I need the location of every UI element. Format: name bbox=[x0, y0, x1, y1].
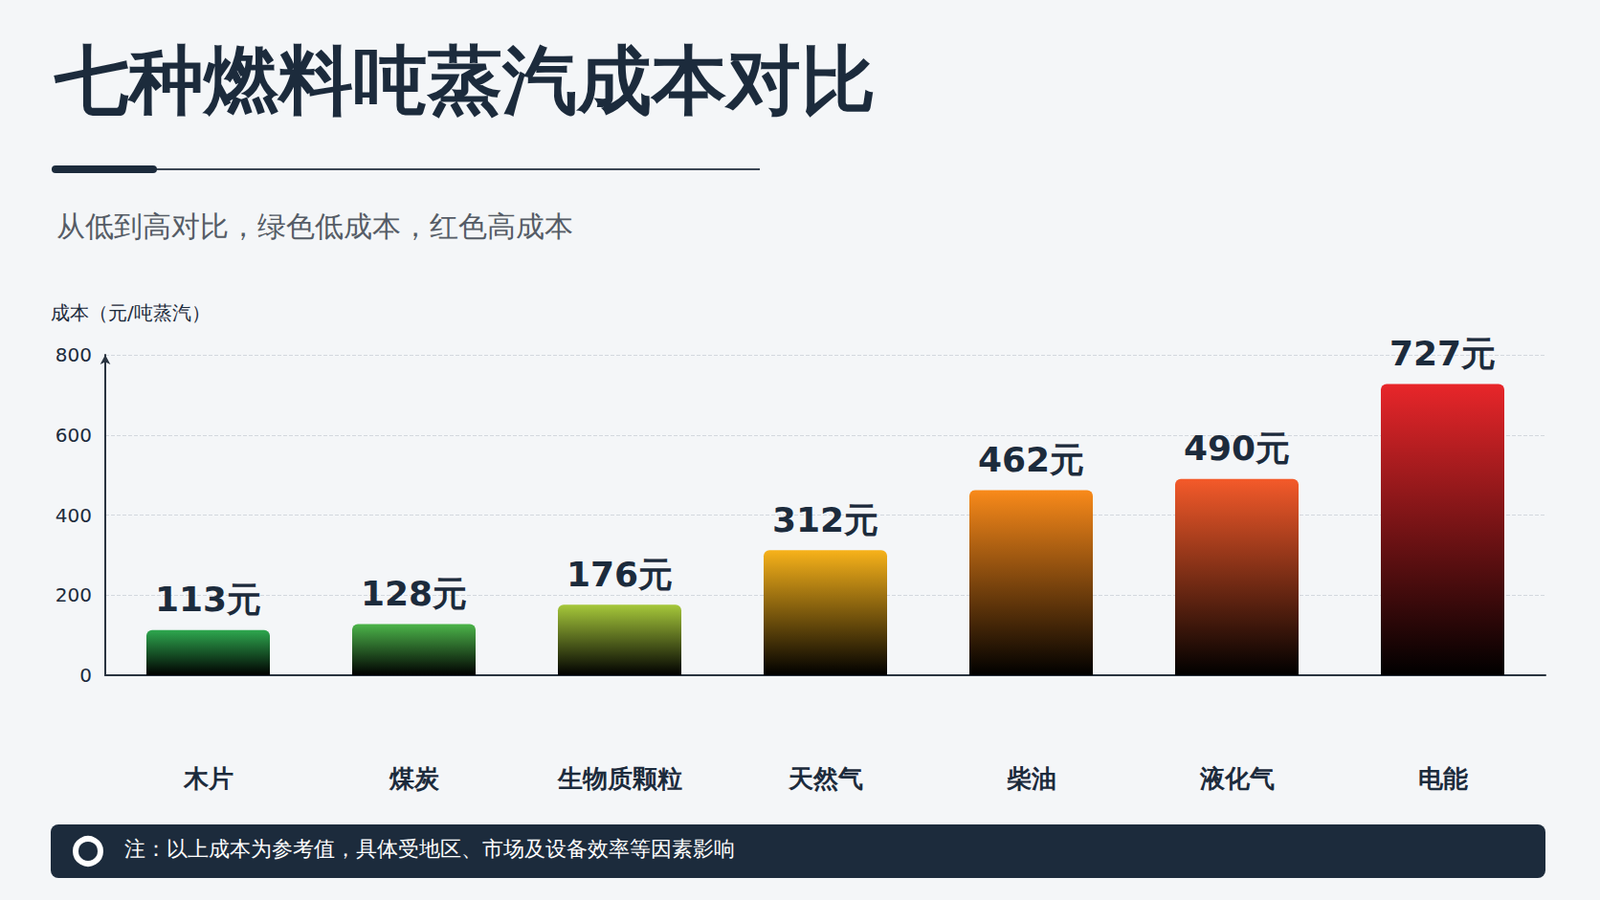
svg-text:600: 600 bbox=[55, 423, 92, 447]
svg-text:木片: 木片 bbox=[182, 764, 234, 794]
svg-text:注：以上成本为参考值，具体受地区、市场及设备效率等因素影响: 注：以上成本为参考值，具体受地区、市场及设备效率等因素影响 bbox=[124, 837, 735, 862]
svg-text:生物质颗粒: 生物质颗粒 bbox=[556, 764, 683, 794]
svg-text:从低到高对比，绿色低成本，红色高成本: 从低到高对比，绿色低成本，红色高成本 bbox=[56, 209, 574, 244]
svg-text:128元: 128元 bbox=[360, 574, 467, 614]
svg-text:七种燃料吨蒸汽成本对比: 七种燃料吨蒸汽成本对比 bbox=[53, 37, 876, 124]
svg-text:煤炭: 煤炭 bbox=[388, 764, 440, 794]
svg-text:462元: 462元 bbox=[977, 440, 1085, 480]
svg-text:400: 400 bbox=[55, 504, 92, 528]
svg-text:液化气: 液化气 bbox=[1199, 764, 1275, 794]
svg-text:天然气: 天然气 bbox=[787, 764, 864, 794]
svg-text:200: 200 bbox=[55, 583, 92, 607]
svg-text:电能: 电能 bbox=[1418, 764, 1468, 794]
svg-text:176元: 176元 bbox=[566, 555, 673, 595]
svg-text:727元: 727元 bbox=[1389, 333, 1496, 374]
svg-text:0: 0 bbox=[79, 664, 92, 688]
svg-text:柴油: 柴油 bbox=[1006, 764, 1057, 794]
svg-text:800: 800 bbox=[55, 343, 92, 367]
svg-text:113元: 113元 bbox=[155, 579, 262, 620]
svg-text:490元: 490元 bbox=[1183, 428, 1290, 468]
svg-text:成本（元/吨蒸汽）: 成本（元/吨蒸汽） bbox=[50, 301, 211, 325]
svg-text:312元: 312元 bbox=[772, 500, 879, 540]
